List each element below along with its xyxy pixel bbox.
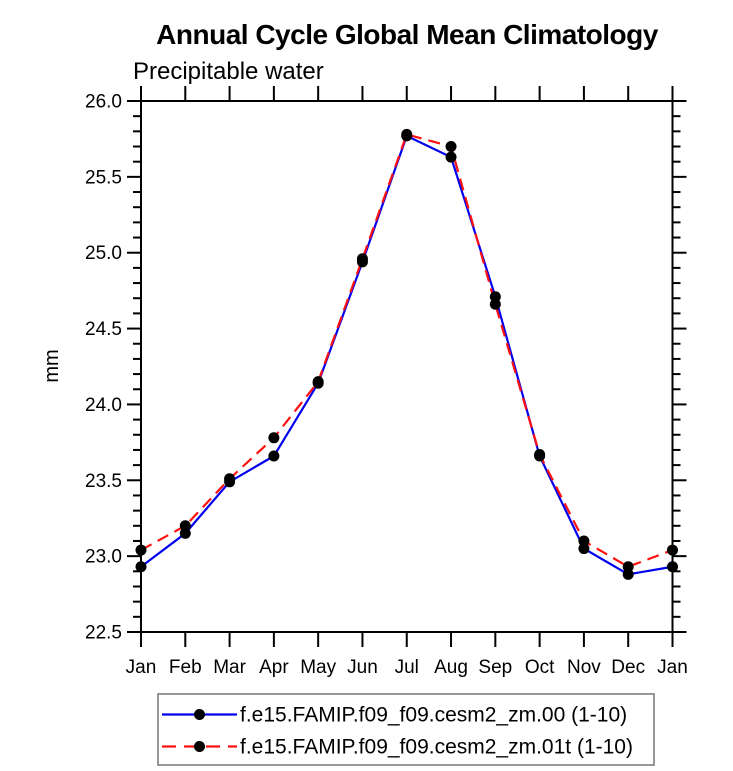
data-point-1-Sep	[489, 298, 501, 310]
x-tick-label: Apr	[259, 657, 289, 678]
y-axis-label: mm	[41, 349, 63, 382]
data-point-markers	[135, 128, 678, 580]
y-tick-label: 22.5	[85, 623, 122, 644]
x-tick-label: Jul	[395, 657, 419, 678]
y-tick-label: 23.0	[85, 547, 122, 568]
y-tick-label: 26.0	[85, 92, 122, 113]
data-point-1-Nov	[578, 535, 590, 547]
data-point-1-Jan	[135, 544, 147, 556]
data-point-1-Apr	[268, 432, 280, 444]
x-tick-label: Dec	[611, 657, 645, 678]
x-tick-label: Jun	[347, 657, 378, 678]
legend-label-zm00: f.e15.FAMIP.f09_f09.cesm2_zm.00 (1-10)	[240, 704, 627, 727]
data-point-0-Nov	[578, 543, 590, 555]
data-point-1-Oct	[534, 448, 546, 460]
axis-ticks	[127, 86, 687, 647]
data-point-1-Dec	[622, 561, 634, 573]
data-point-0-Jan	[667, 561, 678, 573]
legend-entry-zm01t: f.e15.FAMIP.f09_f09.cesm2_zm.01t (1-10)	[162, 736, 633, 759]
data-point-0-Aug	[445, 151, 457, 163]
legend-label-zm01t: f.e15.FAMIP.f09_f09.cesm2_zm.01t (1-10)	[240, 736, 633, 759]
series-line-0	[140, 134, 673, 576]
x-tick-label: Oct	[525, 657, 555, 678]
chart-title: Annual Cycle Global Mean Climatology	[156, 19, 659, 50]
y-tick-label: 24.0	[85, 395, 122, 416]
data-point-1-Aug	[445, 141, 457, 153]
y-tick-label: 25.0	[85, 243, 122, 264]
plot-frame	[140, 100, 674, 633]
x-tick-label: Aug	[434, 657, 468, 678]
x-tick-label: Mar	[213, 657, 246, 678]
x-tick-label: Jan	[657, 657, 688, 678]
y-tick-label: 24.5	[85, 319, 122, 340]
chart-subtitle: Precipitable water	[133, 58, 324, 85]
x-tick-label: Sep	[478, 657, 512, 678]
data-point-0-Sep	[489, 291, 501, 303]
y-tick-label: 25.5	[85, 167, 122, 188]
data-point-1-Feb	[179, 520, 191, 532]
legend-box	[157, 693, 655, 766]
legend-entry-zm00: f.e15.FAMIP.f09_f09.cesm2_zm.00 (1-10)	[162, 704, 627, 727]
series-lines	[140, 133, 673, 576]
data-point-0-Apr	[268, 450, 280, 462]
legend-marker-zm01t	[194, 741, 205, 752]
legend: f.e15.FAMIP.f09_f09.cesm2_zm.00 (1-10) f…	[157, 693, 655, 766]
x-tick-label: Jan	[126, 657, 157, 678]
y-tick-label: 23.5	[85, 471, 122, 492]
data-point-1-Jul	[401, 128, 413, 140]
x-tick-label: May	[300, 657, 336, 678]
x-axis-tick-labels: Jan Feb Mar Apr May Jun Jul Aug Sep Oct Nov Dec Jan	[126, 657, 688, 678]
x-tick-label: Nov	[567, 657, 601, 678]
data-point-0-Jan	[135, 561, 147, 573]
data-point-1-Mar	[224, 473, 236, 485]
y-axis-tick-labels: 22.5 23.0 23.5 24.0 24.5 25.0 25.5 26.0	[85, 92, 122, 644]
data-point-1-May	[312, 376, 324, 388]
data-point-1-Jun	[356, 253, 368, 265]
series-line-1	[140, 133, 673, 568]
data-point-0-Feb	[179, 527, 191, 539]
data-point-0-Dec	[622, 568, 634, 580]
data-point-1-Jan	[667, 544, 678, 556]
legend-marker-zm00	[194, 709, 205, 720]
x-tick-label: Feb	[169, 657, 202, 678]
